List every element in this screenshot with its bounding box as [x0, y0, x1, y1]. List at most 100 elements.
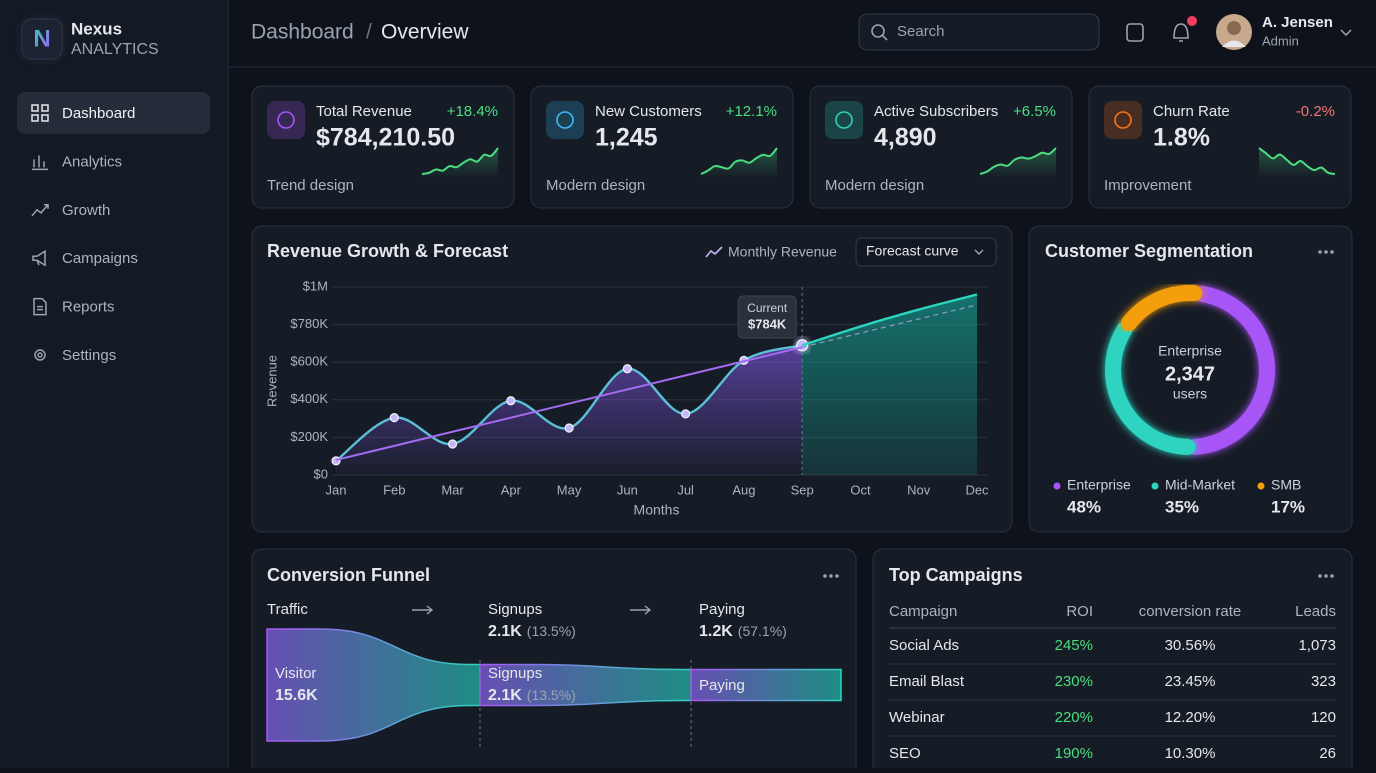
help-icon[interactable]: [1126, 23, 1144, 42]
avatar-body: [1222, 40, 1246, 47]
kpi-icon: [835, 111, 853, 129]
kpi-value: 1.8%: [1153, 124, 1210, 152]
data-point: [389, 413, 399, 423]
trend-line: [802, 304, 978, 348]
data-point: [331, 456, 341, 466]
kpi-caption: Modern design: [825, 177, 924, 194]
nav-item[interactable]: Dashboard: [62, 105, 135, 122]
legend-label: SMB: [1271, 477, 1301, 493]
kpi-icon-box: [267, 101, 305, 139]
search-box[interactable]: [858, 13, 1100, 51]
search-icon: [871, 24, 885, 38]
table-cell: 10.30%: [1165, 745, 1216, 762]
stage-name: Paying: [699, 601, 745, 618]
nav-item[interactable]: Analytics: [62, 153, 122, 170]
x-axis-label: Months: [634, 502, 680, 518]
chart-title: Revenue Growth & Forecast: [267, 241, 508, 261]
band-label: Signups: [488, 665, 542, 682]
nav-item[interactable]: Settings: [62, 347, 116, 364]
stage-count: 2.1K: [488, 623, 522, 640]
forecast-dropdown[interactable]: [855, 237, 997, 267]
legend-dot: [1053, 482, 1061, 490]
kpi-icon-box: [825, 101, 863, 139]
y-tick-label: $400K: [290, 391, 328, 406]
kpi-value: 4,890: [874, 124, 937, 152]
tooltip-box: [737, 295, 797, 339]
table-cell: 120: [1311, 709, 1336, 726]
sparkline-area: [701, 148, 777, 178]
sparkline: [700, 147, 778, 175]
kpi-title: Active Subscribers: [874, 103, 998, 120]
tooltip-label: Current: [747, 301, 788, 315]
more-menu[interactable]: [823, 574, 839, 578]
x-tick-label: Jan: [326, 482, 347, 497]
more-menu[interactable]: [1318, 574, 1334, 578]
table-cell: Email Blast: [889, 673, 965, 690]
nav-icon: [31, 204, 49, 217]
series-area: [336, 345, 803, 475]
x-tick-label: Jun: [617, 482, 638, 497]
data-point: [681, 409, 691, 419]
legend-icon: [705, 246, 723, 258]
chart-title: Conversion Funnel: [267, 565, 430, 585]
nav-item[interactable]: Growth: [62, 202, 110, 219]
legend-value: 17%: [1271, 497, 1305, 516]
dropdown-label: Forecast curve: [866, 243, 959, 259]
stage-name: Signups: [488, 601, 542, 618]
y-axis-label: Revenue: [264, 355, 279, 407]
bell-icon[interactable]: [1173, 23, 1189, 42]
x-tick-label: Sep: [791, 482, 814, 497]
x-tick-label: Jul: [677, 482, 694, 497]
trend-line: [335, 346, 803, 461]
table-cell: 26: [1319, 745, 1336, 762]
nav-active-bg: [17, 92, 210, 134]
avatar-face: [1227, 21, 1241, 35]
kpi-change: +6.5%: [1013, 103, 1056, 120]
legend-label: Monthly Revenue: [728, 244, 837, 260]
donut-segment: [1105, 321, 1196, 455]
x-tick-label: Oct: [850, 482, 871, 497]
kpi-caption: Improvement: [1104, 177, 1192, 194]
table-cell: 190%: [1055, 745, 1093, 762]
data-point: [564, 423, 574, 433]
x-tick-label: Feb: [383, 482, 405, 497]
legend-value: 35%: [1165, 497, 1199, 516]
more-menu[interactable]: [1318, 250, 1334, 254]
data-point: [447, 439, 458, 449]
nav-item[interactable]: Reports: [62, 299, 115, 316]
band-count: 2.1K: [488, 687, 522, 704]
kpi-title: Churn Rate: [1153, 103, 1230, 120]
table-cell: 1,073: [1298, 637, 1336, 654]
kpi-title: Total Revenue: [316, 103, 412, 120]
stage-rate: (57.1%): [738, 623, 787, 639]
sparkline: [421, 147, 499, 175]
band-rate: (13.5%): [527, 687, 576, 703]
legend-dot: [1151, 482, 1159, 490]
nav-icon: [32, 155, 48, 171]
dropdown-chevron: [974, 249, 984, 255]
sparkline: [1258, 147, 1336, 175]
stage-value: 1.2K (57.1%): [699, 623, 787, 641]
donut-center-unit: users: [1173, 386, 1207, 402]
tooltip-value: $784K: [748, 316, 787, 331]
nav-icon: [32, 249, 46, 267]
kpi-change: +12.1%: [726, 103, 777, 120]
user-chevron[interactable]: [1340, 29, 1352, 37]
stage-rate: (13.5%): [527, 623, 576, 639]
logo-box: [21, 18, 63, 60]
kpi-icon-box: [546, 101, 584, 139]
search-placeholder: Search: [897, 23, 945, 40]
notification-dot: [1187, 16, 1197, 26]
table-cell: Social Ads: [889, 637, 959, 654]
table-cell: 230%: [1055, 673, 1093, 690]
breadcrumb[interactable]: Dashboard: [251, 21, 354, 44]
x-tick-label: Nov: [907, 482, 931, 497]
nav-item[interactable]: Campaigns: [62, 250, 138, 267]
kpi-icon: [556, 111, 574, 129]
x-tick-label: Mar: [441, 482, 464, 497]
nav-icon: [31, 104, 49, 122]
data-point: [506, 396, 516, 406]
band-label: Visitor: [275, 665, 316, 682]
table-header: Leads: [1295, 603, 1336, 620]
